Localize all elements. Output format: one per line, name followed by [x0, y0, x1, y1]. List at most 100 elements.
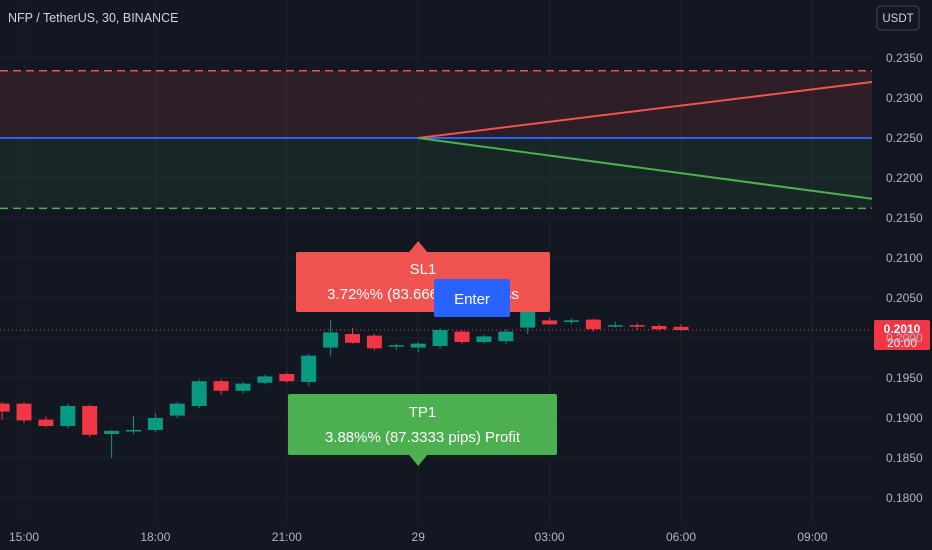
y-tick-label: 0.1900	[886, 411, 923, 425]
candle-body	[366, 335, 382, 349]
candle-body	[388, 345, 404, 347]
candle	[191, 379, 207, 409]
y-tick-label: 0.2150	[886, 211, 923, 225]
target-projection-line	[418, 137, 873, 200]
candle	[0, 402, 10, 420]
candle	[345, 327, 360, 344]
candle-body	[476, 336, 492, 342]
candle-body	[454, 331, 470, 342]
candle	[498, 329, 514, 344]
tp-label-box	[288, 394, 557, 455]
candle-body	[191, 381, 207, 406]
x-tick-label: 18:00	[140, 530, 170, 544]
candle-body	[38, 419, 54, 426]
candle	[388, 343, 404, 350]
y-tick-label: 0.2000	[886, 331, 923, 345]
price-tag-countdown: 20:00	[887, 336, 917, 350]
candle	[476, 334, 492, 344]
enter-label-text: Enter	[454, 291, 490, 308]
candle-body	[104, 430, 120, 434]
tp-label-pointer	[409, 455, 428, 466]
x-tick-label: 15:00	[9, 530, 39, 544]
take-profit-zone	[0, 138, 872, 209]
sl-label-title: SL1	[410, 261, 437, 278]
candle	[673, 324, 689, 331]
candle	[169, 402, 185, 418]
candle	[235, 382, 251, 394]
candle	[279, 372, 295, 383]
candle	[301, 354, 317, 386]
candle-body	[60, 406, 76, 426]
candle	[454, 330, 470, 344]
stop-loss-zone	[0, 70, 872, 138]
candle	[410, 342, 426, 353]
y-axis: 0.1800 0.1850 0.1900 0.1950 0.2000 0.2050 0.21…	[886, 51, 923, 505]
x-tick-label: 09:00	[797, 530, 827, 544]
candle-body	[542, 320, 558, 325]
candle	[366, 334, 382, 351]
candle-body	[585, 319, 601, 330]
y-tick-label: 0.2250	[886, 131, 923, 145]
currency-button[interactable]: USDT	[876, 5, 920, 31]
x-tick-label: 21:00	[272, 530, 302, 544]
x-axis: 15:00 18:00 21:00 29 03:00 06:00 09:00	[9, 530, 828, 544]
tp-label-text: 3.88%% (87.3333 pips) Profit	[325, 429, 521, 446]
candle-body	[345, 334, 360, 343]
candle-body	[169, 403, 185, 416]
candle-body	[0, 403, 10, 412]
y-tick-label: 0.1850	[886, 451, 923, 465]
candle-body	[301, 355, 317, 382]
candle-body	[651, 326, 667, 330]
candle	[16, 402, 32, 423]
price-tag-value: 0.2010	[884, 322, 921, 336]
candle-body	[147, 418, 163, 430]
currency-label: USDT	[882, 13, 913, 25]
candle	[564, 318, 579, 325]
candle-body	[82, 406, 98, 435]
candle	[323, 319, 339, 356]
y-tick-label: 0.1800	[886, 491, 923, 505]
candle	[213, 379, 229, 395]
candle-body	[498, 331, 514, 342]
candle-body	[432, 330, 448, 346]
y-tick-label: 0.2100	[886, 251, 923, 265]
candle	[104, 430, 120, 458]
candle	[38, 416, 54, 428]
candle	[651, 323, 667, 331]
candle-body	[213, 381, 229, 391]
candle-body	[257, 376, 273, 383]
candle	[607, 322, 623, 328]
candle	[147, 413, 163, 433]
tp-label-title: TP1	[409, 404, 437, 421]
candle-body	[279, 374, 295, 382]
x-tick-label: 03:00	[535, 530, 565, 544]
candle-body	[16, 403, 32, 421]
x-tick-label: 06:00	[666, 530, 696, 544]
candle	[82, 404, 98, 438]
y-tick-label: 0.1950	[886, 371, 923, 385]
enter-label-box	[434, 279, 510, 317]
candle-body	[126, 430, 141, 432]
candle	[542, 318, 558, 325]
candle-body	[235, 383, 251, 391]
candle	[629, 322, 645, 330]
candle-body	[564, 320, 579, 322]
y-tick-label: 0.2050	[886, 291, 923, 305]
candle-body	[607, 325, 623, 327]
candle-body	[629, 325, 645, 327]
candle	[257, 374, 273, 385]
symbol-title: NFP / TetherUS, 30, BINANCE	[8, 11, 178, 25]
candle-body	[410, 343, 426, 348]
candle	[60, 403, 76, 429]
y-tick-label: 0.2300	[886, 91, 923, 105]
candles	[0, 304, 689, 458]
y-tick-label: 0.2350	[886, 51, 923, 65]
risk-reward-zones	[0, 70, 872, 209]
x-tick-label: 29	[412, 530, 426, 544]
candle-body	[673, 326, 689, 330]
candle	[126, 415, 141, 434]
